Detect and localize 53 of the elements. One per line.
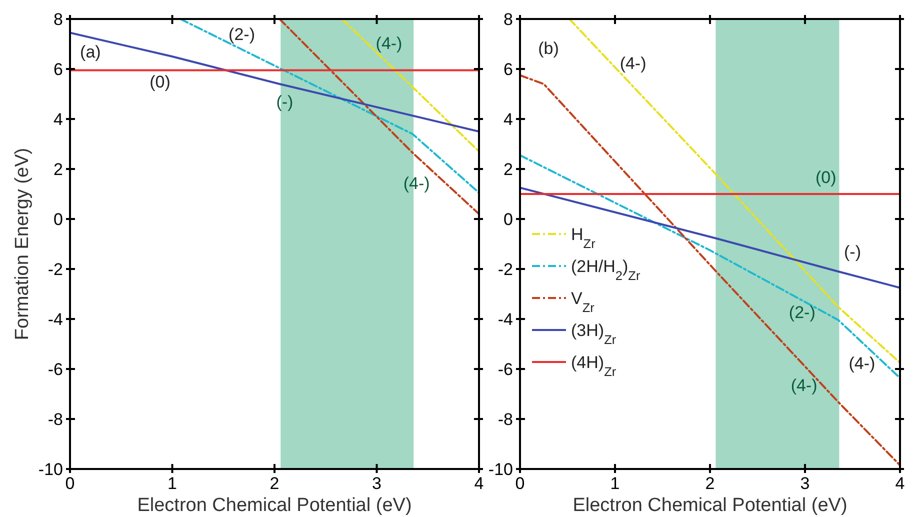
x-tick-label: 1 <box>610 474 620 493</box>
line-series <box>520 154 900 379</box>
annotation: (4-) <box>620 54 646 73</box>
y-tick-label: -6 <box>498 360 513 379</box>
annotation: (-) <box>844 242 861 262</box>
x-tick-label: 3 <box>372 474 382 493</box>
y-tick-label: -4 <box>498 310 513 329</box>
x-tick-label: 0 <box>65 474 75 493</box>
y-tick-label: -2 <box>48 260 63 279</box>
y-tick-label: 0 <box>504 210 513 229</box>
annotation: (4-) <box>848 354 876 373</box>
annotation: (0) <box>150 72 170 92</box>
x-tick-label: 0 <box>515 474 525 493</box>
annotation: (0) <box>816 168 836 187</box>
y-tick-label: 2 <box>504 160 513 179</box>
x-axis-title: Electron Chemical Potential (eV) <box>137 495 412 516</box>
y-tick-label: 4 <box>54 110 63 129</box>
x-tick-label: 4 <box>895 474 905 493</box>
x-tick-label: 3 <box>800 474 810 493</box>
y-tick-label: 6 <box>54 60 63 79</box>
y-tick-label: -2 <box>498 260 513 279</box>
legend-label: (2H/H$_{2}$)$_{Zr}$ <box>571 256 641 282</box>
y-tick-label: -10 <box>38 460 63 479</box>
legend-label: (3H)$_{Zr}$ <box>571 320 617 346</box>
legend-label: H$_{Zr}$ <box>571 224 596 250</box>
x-tick-label: 2 <box>270 474 280 493</box>
y-tick-label: 6 <box>504 60 513 79</box>
y-tick-label: 0 <box>54 210 63 229</box>
x-tick-label: 2 <box>705 474 715 493</box>
annotation: (a) <box>80 42 101 62</box>
legend-label: V$_{Zr}$ <box>571 288 596 314</box>
y-tick-label: 4 <box>504 110 513 129</box>
y-tick-label: -4 <box>48 310 63 329</box>
annotation: (b) <box>538 38 559 58</box>
y-tick-label: -10 <box>488 460 513 479</box>
line-series <box>520 186 900 289</box>
y-tick-label: -6 <box>48 360 63 379</box>
x-axis-title: Electron Chemical Potential (eV) <box>572 495 848 516</box>
annotation: (4-) <box>403 174 430 193</box>
y-tick-label: -8 <box>498 410 513 429</box>
x-tick-label: 1 <box>168 474 177 493</box>
y-tick-label: 8 <box>504 10 513 29</box>
legend-label: (4H)$_{Zr}$ <box>571 352 617 378</box>
annotation: (4-) <box>376 34 402 53</box>
x-tick-label: 4 <box>474 474 484 493</box>
annotation: (4-) <box>790 376 818 395</box>
annotation: (2-) <box>228 24 256 44</box>
y-axis-title: Formation Energy (eV) <box>12 148 33 340</box>
y-tick-label: 2 <box>54 160 63 179</box>
y-tick-label: -8 <box>48 410 63 429</box>
y-tick-label: 8 <box>54 10 63 29</box>
annotation: (2-) <box>788 302 816 322</box>
line-series <box>520 74 900 466</box>
